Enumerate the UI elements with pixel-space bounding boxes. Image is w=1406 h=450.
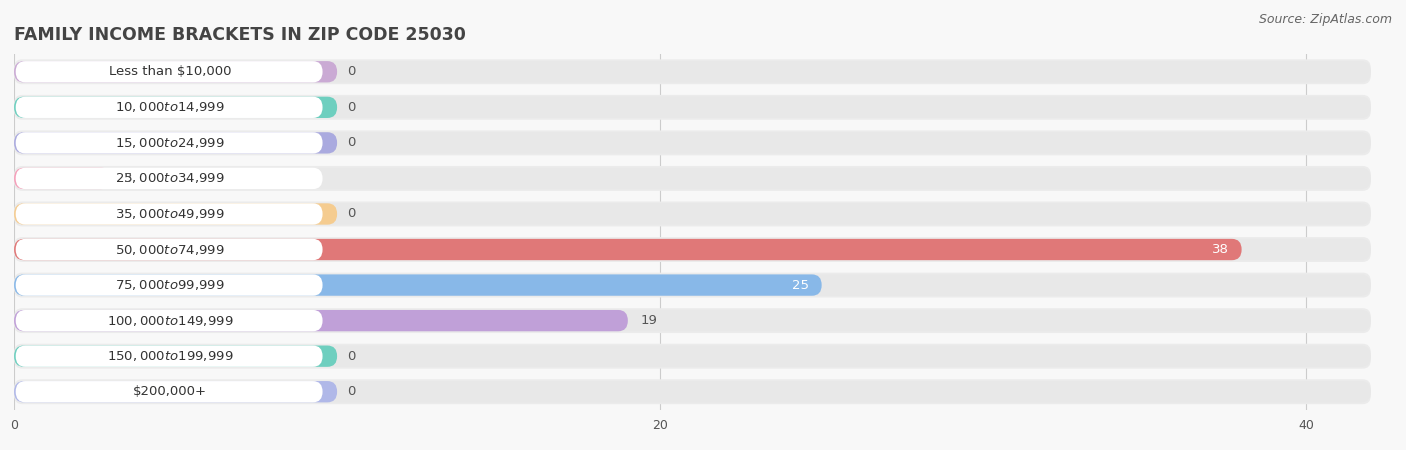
- FancyBboxPatch shape: [14, 202, 1371, 226]
- FancyBboxPatch shape: [14, 95, 1371, 120]
- Text: $25,000 to $34,999: $25,000 to $34,999: [115, 171, 225, 185]
- Text: $75,000 to $99,999: $75,000 to $99,999: [115, 278, 225, 292]
- FancyBboxPatch shape: [14, 344, 1371, 369]
- Text: $10,000 to $14,999: $10,000 to $14,999: [115, 100, 225, 114]
- FancyBboxPatch shape: [14, 379, 1371, 404]
- Text: 0: 0: [347, 207, 356, 220]
- FancyBboxPatch shape: [15, 346, 322, 367]
- FancyBboxPatch shape: [14, 310, 628, 331]
- FancyBboxPatch shape: [17, 62, 321, 81]
- FancyBboxPatch shape: [311, 132, 1371, 153]
- FancyBboxPatch shape: [311, 381, 1371, 402]
- FancyBboxPatch shape: [17, 240, 321, 259]
- FancyBboxPatch shape: [311, 203, 1371, 225]
- FancyBboxPatch shape: [17, 275, 321, 295]
- Text: $15,000 to $24,999: $15,000 to $24,999: [115, 136, 225, 150]
- FancyBboxPatch shape: [14, 61, 337, 82]
- FancyBboxPatch shape: [311, 310, 1371, 331]
- FancyBboxPatch shape: [17, 204, 321, 224]
- FancyBboxPatch shape: [14, 166, 1371, 191]
- FancyBboxPatch shape: [14, 130, 1371, 155]
- FancyBboxPatch shape: [311, 274, 1371, 296]
- FancyBboxPatch shape: [17, 98, 321, 117]
- FancyBboxPatch shape: [311, 239, 1371, 260]
- FancyBboxPatch shape: [14, 308, 1371, 333]
- Text: Source: ZipAtlas.com: Source: ZipAtlas.com: [1258, 14, 1392, 27]
- Text: FAMILY INCOME BRACKETS IN ZIP CODE 25030: FAMILY INCOME BRACKETS IN ZIP CODE 25030: [14, 26, 465, 44]
- Text: 0: 0: [347, 101, 356, 114]
- FancyBboxPatch shape: [14, 59, 1371, 84]
- Text: 3: 3: [124, 172, 132, 185]
- FancyBboxPatch shape: [15, 203, 322, 225]
- Text: Less than $10,000: Less than $10,000: [108, 65, 232, 78]
- FancyBboxPatch shape: [17, 382, 321, 401]
- FancyBboxPatch shape: [311, 346, 1371, 367]
- Text: $50,000 to $74,999: $50,000 to $74,999: [115, 243, 225, 256]
- FancyBboxPatch shape: [14, 97, 337, 118]
- FancyBboxPatch shape: [14, 346, 337, 367]
- FancyBboxPatch shape: [14, 132, 337, 153]
- FancyBboxPatch shape: [14, 274, 821, 296]
- FancyBboxPatch shape: [15, 97, 322, 118]
- FancyBboxPatch shape: [311, 97, 1371, 118]
- Text: 19: 19: [641, 314, 658, 327]
- FancyBboxPatch shape: [14, 239, 1241, 260]
- FancyBboxPatch shape: [311, 168, 1371, 189]
- FancyBboxPatch shape: [14, 273, 1371, 297]
- Text: 0: 0: [347, 136, 356, 149]
- Text: $200,000+: $200,000+: [134, 385, 207, 398]
- FancyBboxPatch shape: [17, 133, 321, 153]
- FancyBboxPatch shape: [15, 239, 322, 260]
- Text: $100,000 to $149,999: $100,000 to $149,999: [107, 314, 233, 328]
- FancyBboxPatch shape: [17, 346, 321, 366]
- FancyBboxPatch shape: [15, 168, 322, 189]
- Text: $35,000 to $49,999: $35,000 to $49,999: [115, 207, 225, 221]
- FancyBboxPatch shape: [14, 203, 337, 225]
- Text: 0: 0: [347, 65, 356, 78]
- FancyBboxPatch shape: [15, 310, 322, 331]
- Text: 38: 38: [1212, 243, 1229, 256]
- Text: $150,000 to $199,999: $150,000 to $199,999: [107, 349, 233, 363]
- FancyBboxPatch shape: [14, 381, 337, 402]
- Text: 25: 25: [792, 279, 808, 292]
- FancyBboxPatch shape: [14, 237, 1371, 262]
- FancyBboxPatch shape: [17, 311, 321, 330]
- FancyBboxPatch shape: [17, 169, 321, 188]
- FancyBboxPatch shape: [14, 168, 111, 189]
- FancyBboxPatch shape: [15, 61, 322, 82]
- FancyBboxPatch shape: [15, 381, 322, 402]
- FancyBboxPatch shape: [15, 274, 322, 296]
- FancyBboxPatch shape: [311, 61, 1371, 82]
- Text: 0: 0: [347, 385, 356, 398]
- FancyBboxPatch shape: [15, 132, 322, 153]
- Text: 0: 0: [347, 350, 356, 363]
